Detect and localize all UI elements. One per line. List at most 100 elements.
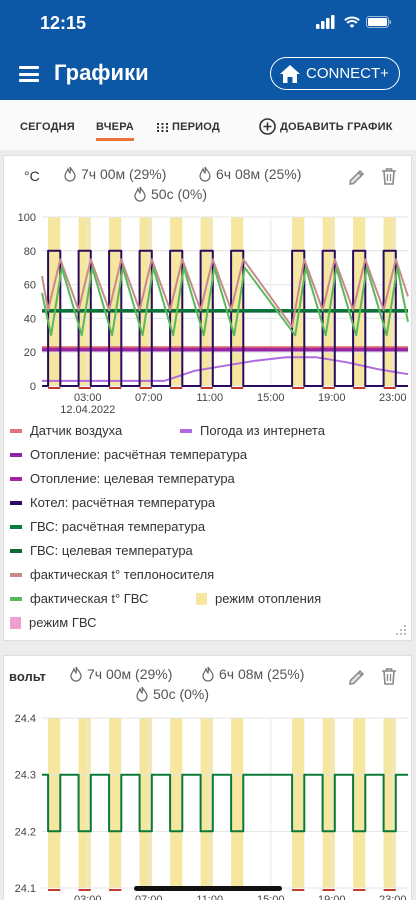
heating-mode-band: [78, 718, 91, 888]
y-tick-label: 0: [30, 381, 36, 393]
heating-mode-marker: [231, 387, 244, 389]
heating-mode-marker: [292, 387, 305, 389]
stat-dhw: 6ч 08м (25%): [199, 166, 301, 182]
legend-swatch: [10, 524, 22, 529]
legend-label: Датчик воздуха: [30, 423, 123, 438]
legend-swatch: [10, 476, 22, 481]
legend-label: фактическая t° теплоносителя: [30, 567, 215, 582]
unit-label: вольт: [9, 669, 46, 684]
series-line: [42, 773, 408, 833]
series-line: [42, 356, 409, 382]
card-header: °C 7ч 00м (29%) 6ч 08м (25%) 50с (0%): [4, 156, 411, 216]
tab-yesterday-label: ВЧЕРА: [96, 121, 134, 133]
legend-item[interactable]: фактическая t° ГВС: [10, 591, 148, 606]
legend-item[interactable]: режим ГВС: [10, 615, 97, 630]
connect-button[interactable]: CONNECT+: [270, 57, 400, 90]
tab-yesterday[interactable]: ВЧЕРА: [96, 121, 134, 141]
flame-icon: [134, 186, 146, 202]
legend-item[interactable]: Отопление: целевая температура: [10, 471, 235, 486]
x-tick-label: 07:00: [135, 392, 163, 404]
legend-item[interactable]: Котел: расчётная температура: [10, 495, 215, 510]
heating-mode-band: [48, 718, 61, 888]
flame-icon: [136, 686, 148, 702]
stat-dhw-value: 6ч 08м (25%): [219, 666, 305, 682]
legend-item[interactable]: Датчик воздуха: [10, 423, 122, 438]
add-chart-button[interactable]: ДОБАВИТЬ ГРАФИК: [259, 118, 393, 135]
home-icon: [280, 64, 300, 83]
heating-mode-band: [48, 217, 61, 386]
status-time: 12:15: [40, 13, 87, 33]
x-tick-label: 03:00: [74, 894, 102, 900]
page-title: Графики: [54, 60, 149, 85]
home-indicator: [134, 886, 282, 891]
heating-mode-band: [383, 718, 396, 888]
edit-icon[interactable]: [348, 168, 366, 186]
heating-mode-band: [139, 718, 152, 888]
battery-icon: [366, 16, 391, 28]
stat-other-value: 50с (0%): [151, 186, 208, 202]
legend-label: ГВС: целевая температура: [30, 543, 193, 558]
flame-icon: [70, 666, 82, 682]
add-chart-label: ДОБАВИТЬ ГРАФИК: [280, 120, 393, 133]
heating-mode-band: [109, 718, 122, 888]
x-tick-label: 07:00: [135, 894, 163, 900]
x-tick-label: 11:00: [196, 894, 223, 900]
heating-mode-marker: [78, 387, 91, 389]
heating-mode-band: [109, 217, 122, 386]
tab-today[interactable]: СЕГОДНЯ: [20, 121, 75, 133]
legend-label: ГВС: расчётная температура: [30, 519, 206, 534]
legend-swatch: [10, 616, 21, 629]
heating-mode-marker: [109, 387, 122, 389]
heating-mode-band: [231, 718, 244, 888]
tab-today-label: СЕГОДНЯ: [20, 121, 75, 133]
stat-heating: 7ч 00м (29%): [70, 666, 172, 682]
legend-swatch: [10, 572, 22, 577]
period-tabs: СЕГОДНЯ ВЧЕРА ПЕРИОД ДОБАВИТЬ ГРАФИК: [0, 100, 416, 150]
heating-mode-marker: [170, 387, 183, 389]
stat-dhw-value: 6ч 08м (25%): [216, 166, 302, 182]
y-tick-label: 100: [18, 212, 36, 224]
stat-heating: 7ч 00м (29%): [64, 166, 166, 182]
heating-mode-marker: [322, 387, 335, 389]
heating-mode-marker: [78, 889, 91, 891]
delete-icon[interactable]: [381, 667, 397, 685]
heating-mode-marker: [353, 387, 366, 389]
voltage-chart-card: вольт 7ч 00м (29%) 6ч 08м (25%) 50с (0%)…: [3, 655, 412, 900]
legend-item[interactable]: фактическая t° теплоносителя: [10, 567, 214, 582]
flame-icon: [199, 166, 211, 182]
edit-icon[interactable]: [348, 668, 366, 686]
legend-label: Котел: расчётная температура: [30, 495, 216, 510]
legend-item[interactable]: Отопление: расчётная температура: [10, 447, 247, 462]
stat-heating-value: 7ч 00м (29%): [81, 166, 167, 182]
x-date-label: 12.04.2022: [60, 404, 115, 416]
menu-icon[interactable]: [19, 66, 39, 82]
stat-other: 50с (0%): [134, 186, 207, 202]
x-tick-label: 19:00: [318, 894, 346, 900]
legend-item[interactable]: Погода из интернета: [180, 423, 325, 438]
wifi-icon: [344, 16, 360, 28]
tab-period[interactable]: ПЕРИОД: [157, 121, 220, 133]
stat-dhw: 6ч 08м (25%): [202, 666, 304, 682]
x-tick-label: 19:00: [318, 392, 346, 404]
tab-period-label: ПЕРИОД: [172, 121, 220, 133]
legend-item[interactable]: режим отопления: [196, 591, 321, 606]
delete-icon[interactable]: [381, 167, 397, 185]
heating-mode-band: [200, 718, 213, 888]
y-tick-label: 24.4: [15, 713, 36, 725]
app-header: 12:15 Графики CONNECT+: [0, 0, 416, 100]
resize-handle-icon[interactable]: [395, 624, 407, 636]
heating-mode-band: [231, 217, 244, 386]
legend-item[interactable]: ГВС: целевая температура: [10, 543, 193, 558]
stat-heating-value: 7ч 00м (29%): [87, 666, 173, 682]
y-tick-label: 80: [24, 246, 36, 258]
calendar-dots-icon: [157, 122, 168, 132]
heating-mode-marker: [200, 387, 213, 389]
legend-item[interactable]: ГВС: расчётная температура: [10, 519, 205, 534]
legend-swatch: [10, 452, 22, 457]
heating-mode-marker: [383, 889, 396, 891]
heating-mode-marker: [292, 889, 305, 891]
legend-label: Отопление: расчётная температура: [30, 447, 248, 462]
y-tick-label: 24.2: [15, 826, 36, 838]
legend-label: режим ГВС: [29, 615, 97, 630]
heating-mode-marker: [383, 387, 396, 389]
